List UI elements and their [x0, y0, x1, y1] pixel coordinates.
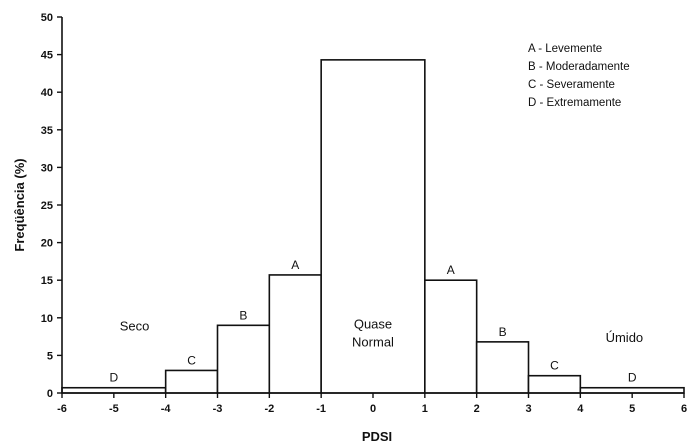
y-tick-label-7: 35 — [41, 125, 53, 137]
bar-label-0: D — [109, 371, 118, 385]
y-tick-label-5: 25 — [41, 200, 53, 212]
x-tick-label-12: 6 — [681, 403, 687, 415]
bar-1 — [164, 369, 219, 394]
bar-label-2: B — [239, 308, 247, 322]
bar-5 — [424, 279, 478, 394]
normal-region-label-line1: Quase — [354, 316, 392, 331]
x-tick-label-6: 0 — [370, 403, 376, 415]
x-tick-label-10: 4 — [577, 403, 584, 415]
bar-label-3: A — [291, 258, 299, 272]
bar-label-8: D — [628, 371, 637, 385]
y-tick-label-2: 10 — [41, 313, 53, 325]
dry-region-label: Seco — [120, 319, 150, 334]
bar-6 — [475, 341, 530, 394]
wet-region-label: Úmido — [606, 330, 644, 345]
y-tick-label-4: 20 — [41, 238, 53, 250]
bar-label-5: A — [447, 263, 455, 277]
legend-entry-3: D - Extremamente — [528, 97, 621, 109]
x-tick-label-5: -1 — [316, 403, 326, 415]
axes-layer: -6 -5 -4 -3 -2 -1 0 1 2 3 4 5 605101520253035404550P… — [12, 12, 687, 444]
x-tick-label-8: 2 — [474, 403, 480, 415]
x-tick-label-1: -5 — [109, 403, 119, 415]
x-tick-label-9: 3 — [525, 403, 531, 415]
y-tick-label-0: 0 — [47, 388, 53, 400]
y-tick-label-3: 15 — [41, 275, 53, 287]
x-tick-label-7: 1 — [422, 403, 428, 415]
y-tick-label-10: 50 — [41, 12, 53, 24]
legend-entry-1: B - Moderadamente — [528, 61, 630, 73]
legend: A - Levemente B - Moderadamente C - Severa… — [528, 43, 630, 109]
x-tick-label-0: -6 — [57, 403, 67, 415]
bar-2 — [216, 324, 271, 394]
normal-region-label-line2: Normal — [352, 334, 394, 349]
bar-label-6: B — [499, 325, 507, 339]
y-tick-label-9: 45 — [41, 50, 53, 62]
x-tick-label-4: -2 — [264, 403, 274, 415]
y-tick-label-1: 5 — [47, 350, 53, 362]
legend-entry-2: C - Severamente — [528, 79, 615, 91]
x-tick-label-3: -3 — [213, 403, 223, 415]
y-axis-title: Freqüência (%) — [12, 158, 27, 251]
bar-3 — [268, 274, 322, 394]
legend-entry-0: A - Levemente — [528, 43, 602, 55]
x-tick-label-11: 5 — [629, 403, 635, 415]
y-tick-label-8: 40 — [41, 87, 53, 99]
bar-label-1: C — [187, 353, 196, 367]
labels-layer: D C B A A B C D Seco Quase Normal Úmido — [109, 258, 643, 385]
x-tick-label-2: -4 — [161, 403, 172, 415]
x-axis-title: PDSI — [362, 429, 392, 444]
bar-7 — [527, 374, 582, 394]
y-tick-label-6: 30 — [41, 162, 53, 174]
bar-label-7: C — [550, 359, 559, 373]
bars-layer — [61, 59, 685, 394]
